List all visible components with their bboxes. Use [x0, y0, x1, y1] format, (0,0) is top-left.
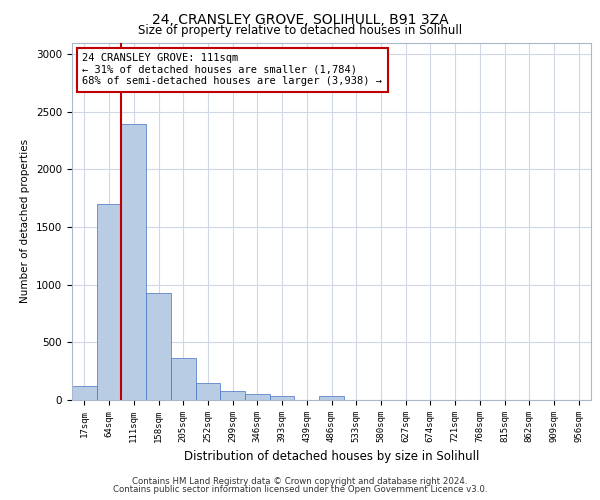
Bar	[196, 382, 220, 400]
Y-axis label: Number of detached properties: Number of detached properties	[20, 139, 31, 304]
Bar	[72, 386, 97, 400]
Bar	[270, 396, 295, 400]
Text: 24 CRANSLEY GROVE: 111sqm
← 31% of detached houses are smaller (1,784)
68% of se: 24 CRANSLEY GROVE: 111sqm ← 31% of detac…	[82, 53, 382, 86]
Bar	[245, 394, 270, 400]
Bar	[220, 392, 245, 400]
Text: Contains public sector information licensed under the Open Government Licence v3: Contains public sector information licen…	[113, 485, 487, 494]
Bar	[171, 358, 196, 400]
Bar	[97, 204, 121, 400]
Bar	[319, 396, 344, 400]
Text: Contains HM Land Registry data © Crown copyright and database right 2024.: Contains HM Land Registry data © Crown c…	[132, 477, 468, 486]
Bar	[121, 124, 146, 400]
Bar	[146, 292, 171, 400]
Text: Size of property relative to detached houses in Solihull: Size of property relative to detached ho…	[138, 24, 462, 37]
X-axis label: Distribution of detached houses by size in Solihull: Distribution of detached houses by size …	[184, 450, 479, 464]
Text: 24, CRANSLEY GROVE, SOLIHULL, B91 3ZA: 24, CRANSLEY GROVE, SOLIHULL, B91 3ZA	[152, 12, 448, 26]
